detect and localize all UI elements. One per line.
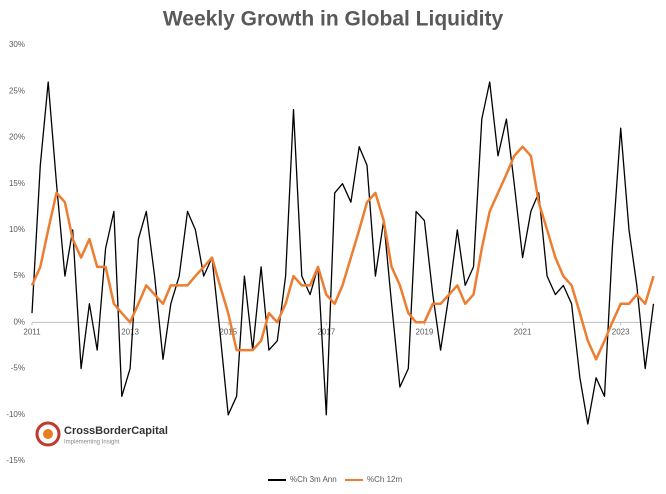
x-tick-label: 2019 <box>416 327 434 336</box>
y-tick-label: -10% <box>6 410 25 419</box>
x-tick-label: 2017 <box>317 327 335 336</box>
y-tick-label: 25% <box>9 86 25 95</box>
logo-core <box>43 429 53 439</box>
x-tick-label: 2021 <box>514 327 532 336</box>
y-tick-label: -15% <box>6 456 25 465</box>
y-tick-label: 15% <box>9 179 25 188</box>
line-series <box>31 81 655 425</box>
x-tick-label: 2013 <box>121 327 139 336</box>
y-tick-label: 0% <box>13 317 25 326</box>
legend-label: %Ch 12m <box>367 475 402 484</box>
y-tick-label: 5% <box>13 271 25 280</box>
legend-label: %Ch 3m Ann <box>290 475 337 484</box>
y-tick-label: 10% <box>9 225 25 234</box>
logo-name: CrossBorderCapital <box>64 425 168 437</box>
x-tick-label: 2023 <box>612 327 630 336</box>
logo-ring <box>35 421 61 447</box>
line-series <box>30 145 655 361</box>
x-tick-label: 2015 <box>219 327 237 336</box>
y-tick-label: 20% <box>9 133 25 142</box>
logo-tagline: Implementing Insight <box>64 440 120 446</box>
logo: CrossBorderCapital Implementing Insight <box>35 421 168 447</box>
y-tick-label: -5% <box>11 364 25 373</box>
y-tick-label: 30% <box>9 40 25 49</box>
x-tick-label: 2011 <box>23 327 41 336</box>
chart-title: Weekly Growth in Global Liquidity <box>163 8 504 31</box>
